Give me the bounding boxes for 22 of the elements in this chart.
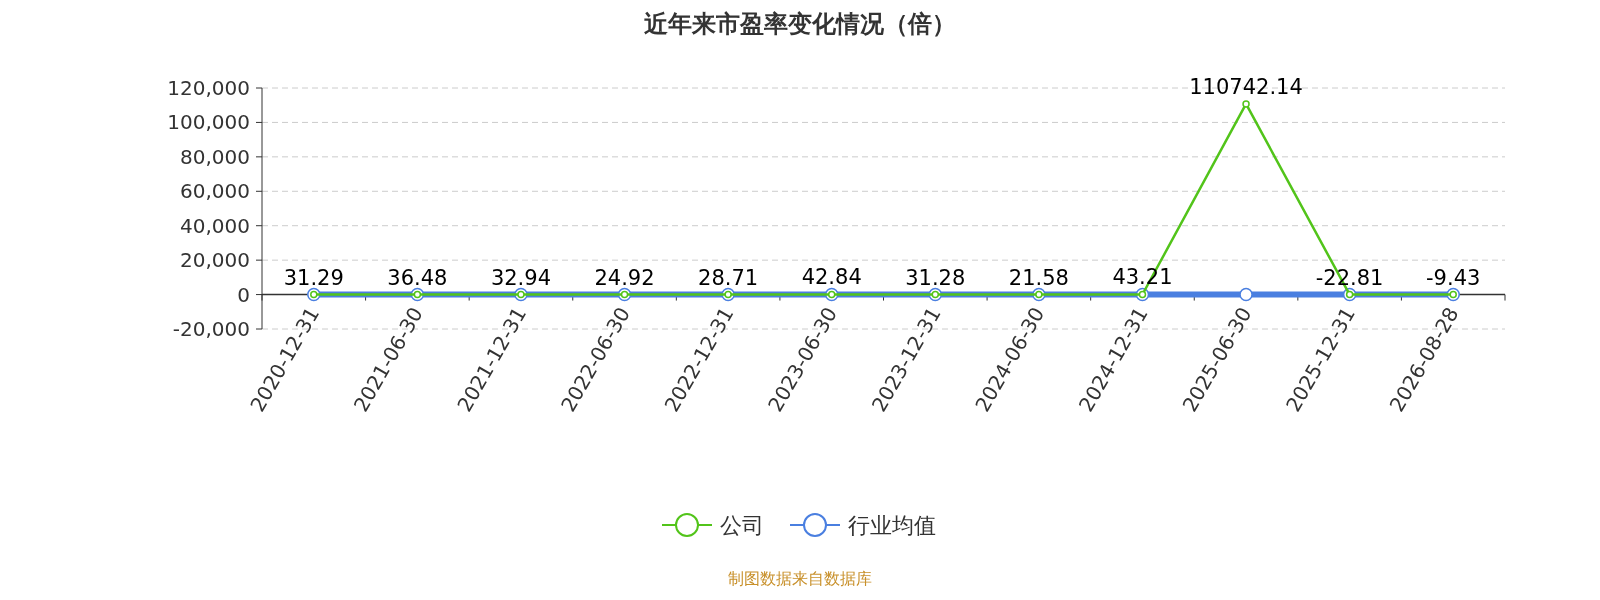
- text: 110742.14: [1189, 74, 1303, 99]
- y-tick-label: 0: [237, 282, 250, 307]
- text: 28.71: [698, 265, 759, 290]
- text: 制图数据来自数据库: [728, 569, 872, 588]
- text: 31.28: [905, 265, 966, 290]
- y-tick-label: -20,000: [172, 317, 250, 341]
- legend-label: 行业均值: [848, 513, 936, 538]
- chart-title: 近年来市盈率变化情况（倍）: [644, 10, 956, 38]
- y-tick-label: 20,000: [180, 248, 250, 273]
- y-tick-label: 60,000: [180, 179, 250, 204]
- legend-label: 公司: [720, 513, 764, 538]
- text: 24.92: [594, 265, 655, 290]
- y-tick-label: 40,000: [180, 213, 250, 238]
- text: 36.48: [387, 265, 448, 290]
- text: 32.94: [490, 265, 552, 290]
- text: -9.43: [1426, 265, 1481, 290]
- text: 42.84: [801, 265, 862, 290]
- text: 31.29: [283, 265, 344, 290]
- text: 21.58: [1008, 265, 1069, 290]
- y-tick-label: 80,000: [180, 144, 250, 169]
- y-tick-label: 100,000: [167, 110, 250, 135]
- y-tick-label: 120,000: [167, 76, 250, 100]
